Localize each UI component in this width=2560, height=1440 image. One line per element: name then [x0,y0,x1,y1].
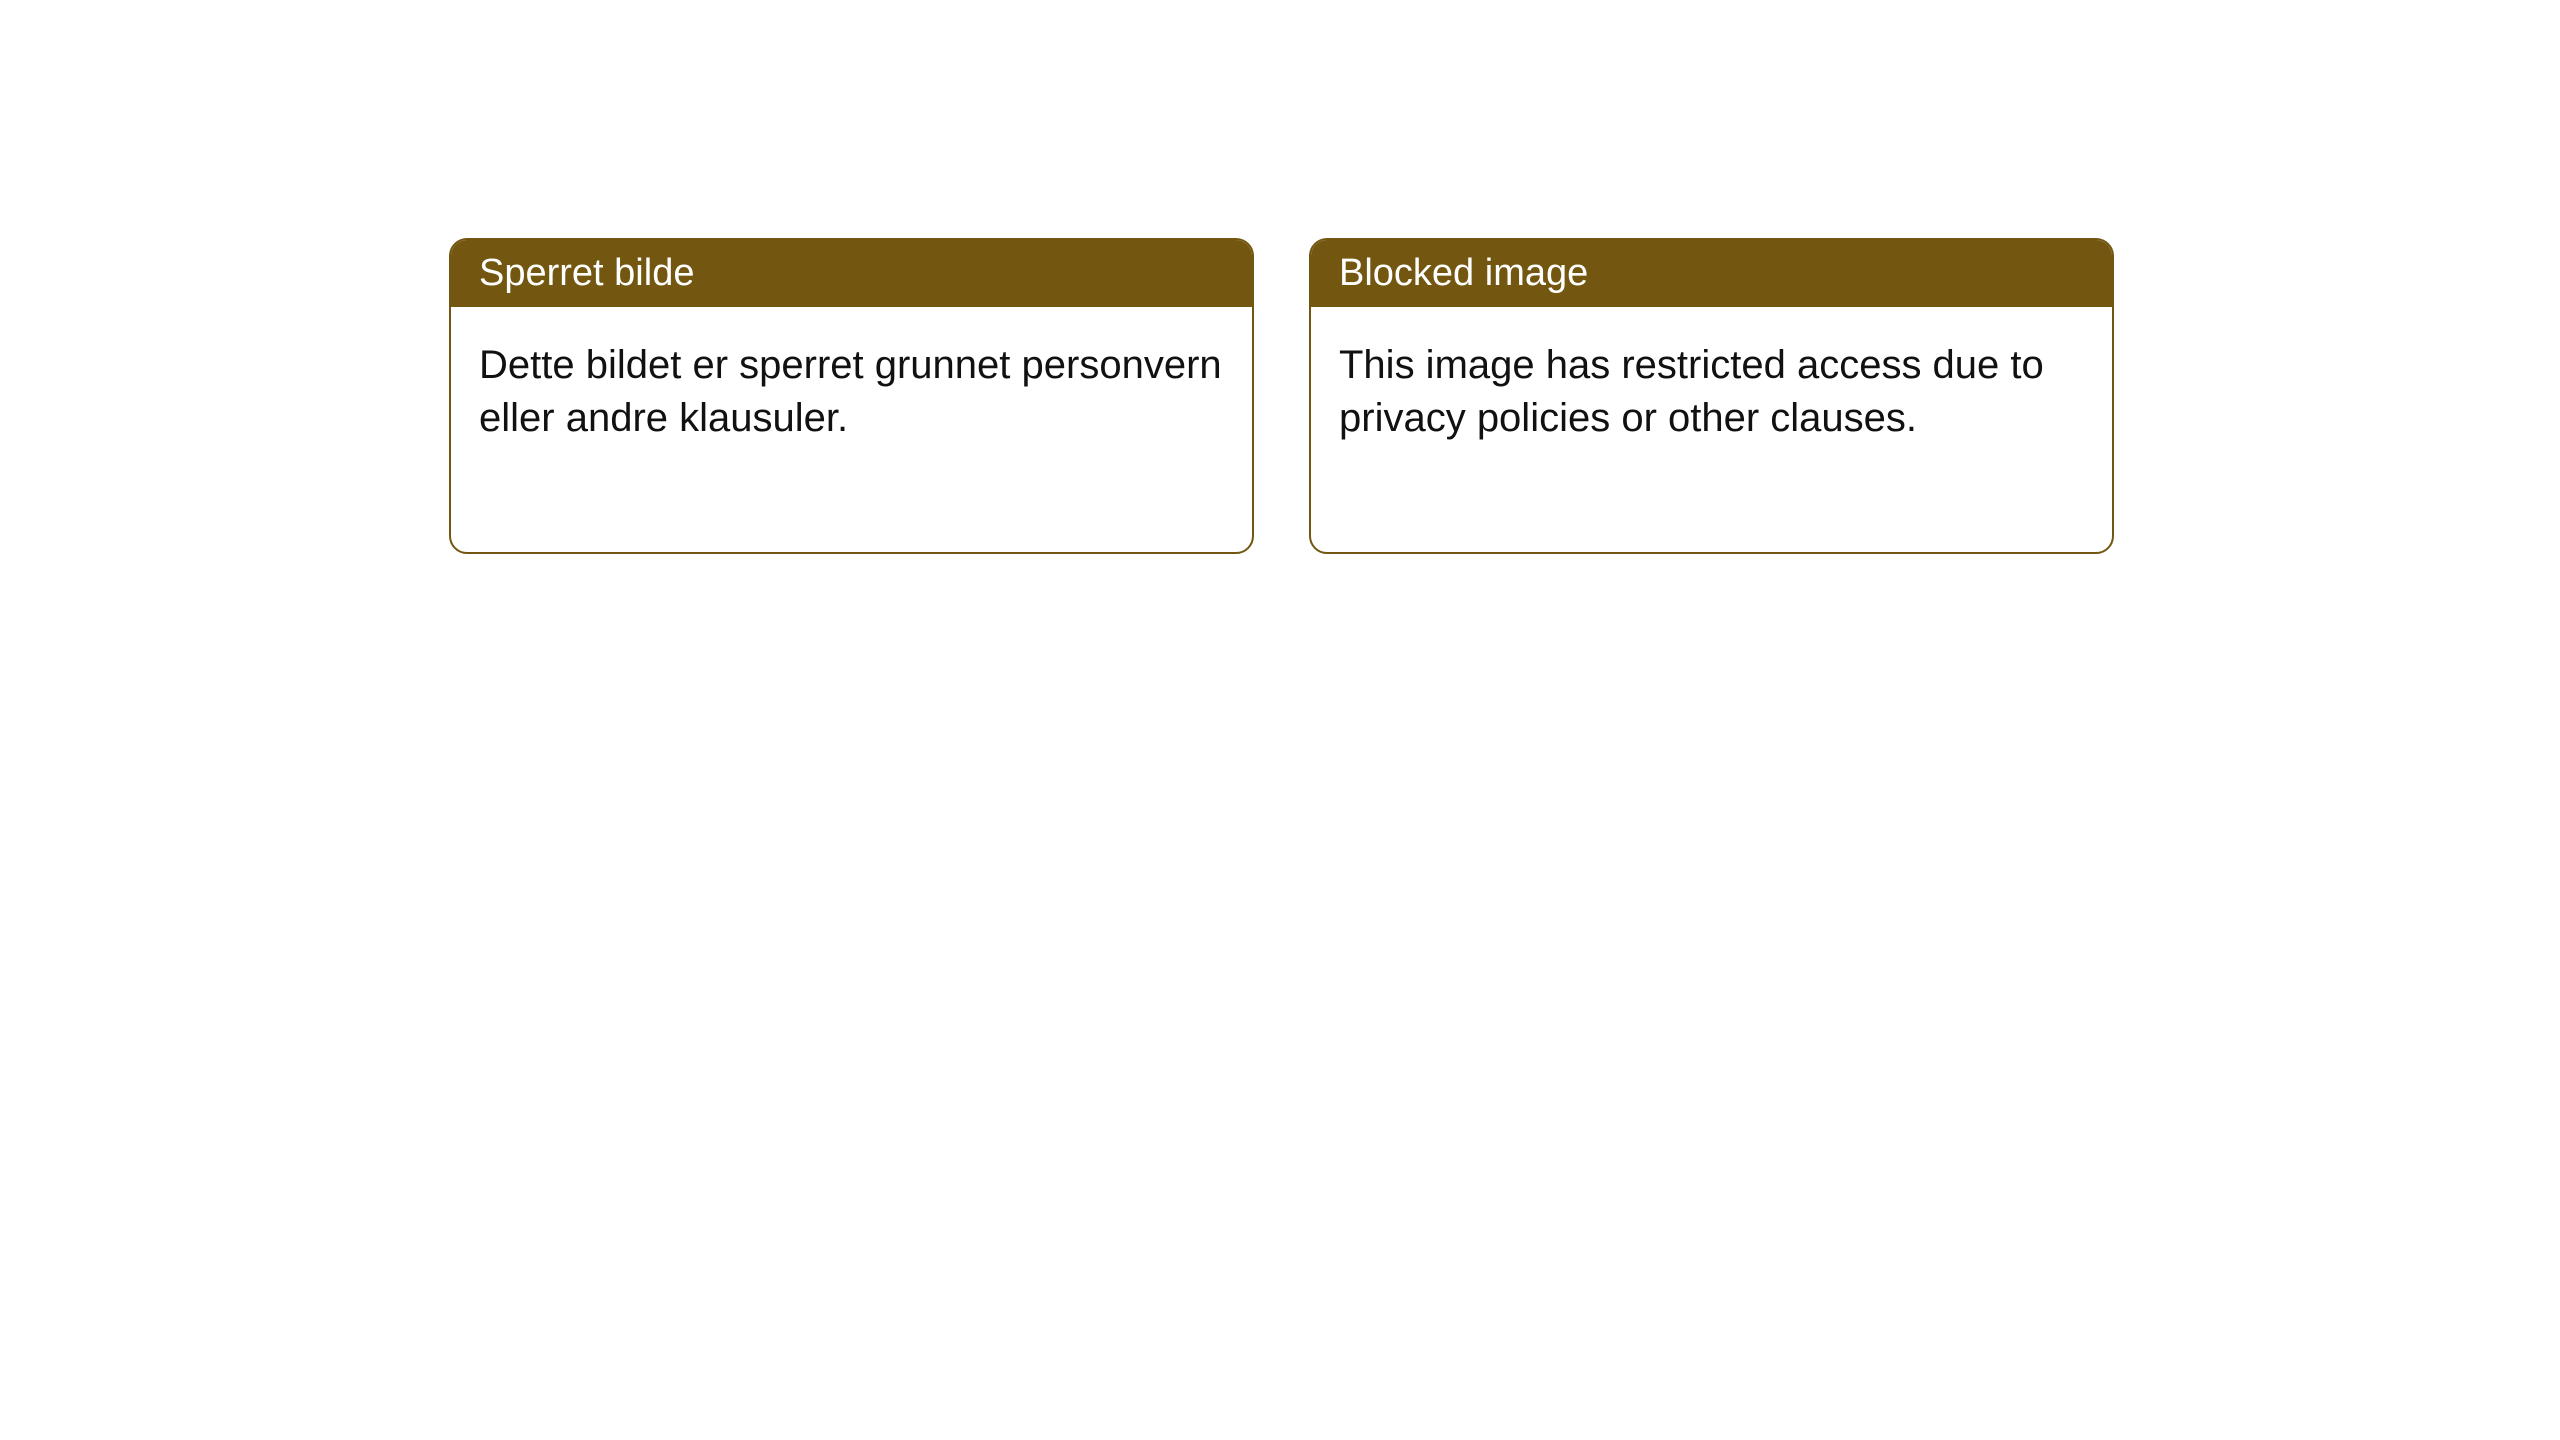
card-body: This image has restricted access due to … [1311,307,2112,552]
card-header: Sperret bilde [451,240,1252,307]
card-header: Blocked image [1311,240,2112,307]
card-body: Dette bildet er sperret grunnet personve… [451,307,1252,552]
info-card-english: Blocked image This image has restricted … [1309,238,2114,554]
info-card-norwegian: Sperret bilde Dette bildet er sperret gr… [449,238,1254,554]
info-cards-container: Sperret bilde Dette bildet er sperret gr… [449,238,2114,554]
